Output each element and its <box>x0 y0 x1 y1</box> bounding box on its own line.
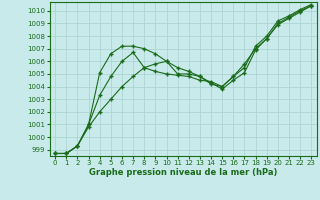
X-axis label: Graphe pression niveau de la mer (hPa): Graphe pression niveau de la mer (hPa) <box>89 168 277 177</box>
